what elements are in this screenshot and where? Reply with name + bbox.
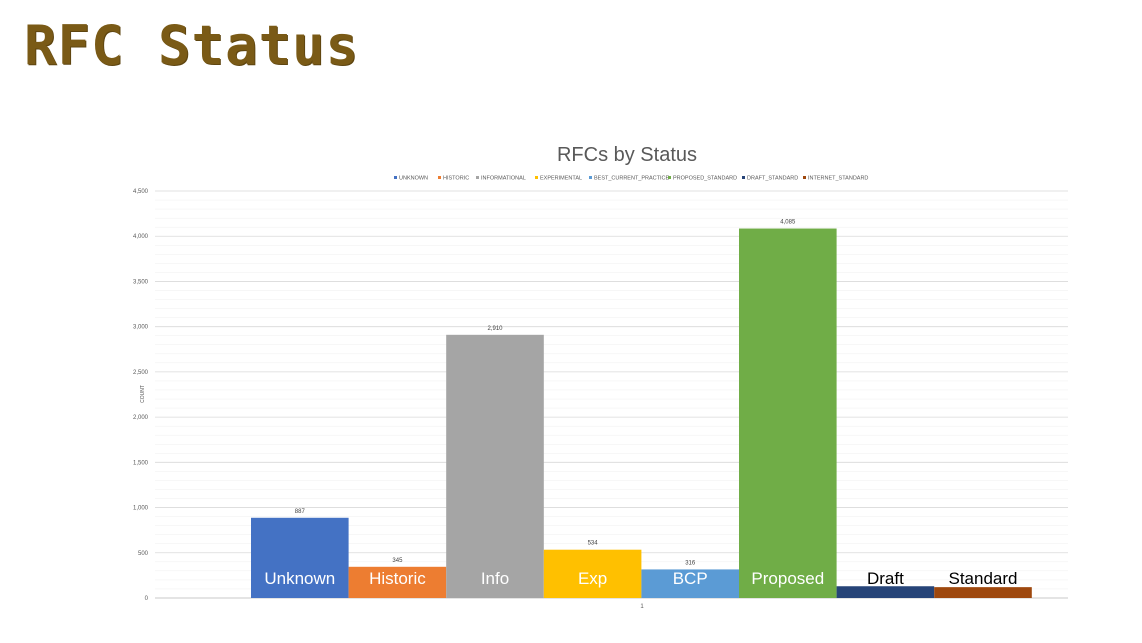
bar-category-label: Proposed bbox=[751, 569, 824, 588]
y-tick-label: 2,500 bbox=[133, 370, 149, 376]
y-tick-label: 3,500 bbox=[133, 279, 149, 285]
data-label: 4,085 bbox=[780, 220, 796, 226]
bar-category-label: Standard bbox=[949, 569, 1018, 588]
bar-category-label: Draft bbox=[867, 569, 904, 588]
legend-entry: EXPERIMENTAL bbox=[540, 176, 582, 182]
bar-historic bbox=[348, 566, 447, 598]
bar-category-label: Unknown bbox=[264, 569, 335, 588]
bar-bcp bbox=[641, 569, 739, 598]
x-tick-label: 1 bbox=[640, 604, 644, 610]
y-axis-title: COUNT bbox=[140, 385, 146, 403]
y-tick-label: 1,500 bbox=[133, 460, 149, 466]
bar-proposed bbox=[739, 228, 837, 599]
bar-category-label: Historic bbox=[369, 569, 426, 588]
legend-swatch bbox=[438, 176, 441, 179]
legend-swatch bbox=[535, 176, 538, 179]
legend-entry: DRAFT_STANDARD bbox=[747, 176, 798, 182]
y-tick-label: 0 bbox=[145, 596, 149, 602]
y-tick-label: 3,000 bbox=[133, 325, 149, 331]
legend-swatch bbox=[742, 176, 745, 179]
slide-title: RFC Status bbox=[24, 14, 360, 77]
legend-entry: UNKNOWN bbox=[399, 176, 428, 182]
legend-entry: PROPOSED_STANDARD bbox=[673, 176, 737, 182]
bar-exp bbox=[543, 549, 642, 598]
legend-entry: INTERNET_STANDARD bbox=[808, 176, 868, 182]
legend-entry: BEST_CURRENT_PRACTICE bbox=[594, 176, 670, 182]
data-label: 316 bbox=[685, 560, 696, 566]
bar-category-label: Info bbox=[481, 569, 509, 588]
y-tick-label: 500 bbox=[138, 551, 149, 557]
legend-swatch bbox=[668, 176, 671, 179]
bar-unknown bbox=[251, 517, 349, 598]
legend-swatch bbox=[394, 176, 397, 179]
y-tick-label: 4,000 bbox=[133, 234, 149, 240]
y-tick-label: 1,000 bbox=[133, 506, 149, 512]
data-label: 534 bbox=[588, 541, 599, 547]
bar-category-label: Exp bbox=[578, 569, 607, 588]
bar-draft bbox=[836, 586, 935, 598]
data-label: 345 bbox=[392, 558, 403, 564]
legend-entry: HISTORIC bbox=[443, 176, 469, 182]
legend-swatch bbox=[476, 176, 479, 179]
legend-entry: INFORMATIONAL bbox=[481, 176, 526, 182]
bar-info bbox=[446, 334, 544, 598]
data-label: 887 bbox=[295, 509, 306, 515]
legend-swatch bbox=[803, 176, 806, 179]
legend-swatch bbox=[589, 176, 592, 179]
bar-standard bbox=[934, 587, 1032, 598]
y-tick-label: 2,000 bbox=[133, 415, 149, 421]
chart-title: RFCs by Status bbox=[557, 144, 697, 166]
data-label: 2,910 bbox=[487, 326, 503, 332]
y-tick-label: 4,500 bbox=[133, 189, 149, 195]
bar-category-label: BCP bbox=[673, 569, 708, 588]
